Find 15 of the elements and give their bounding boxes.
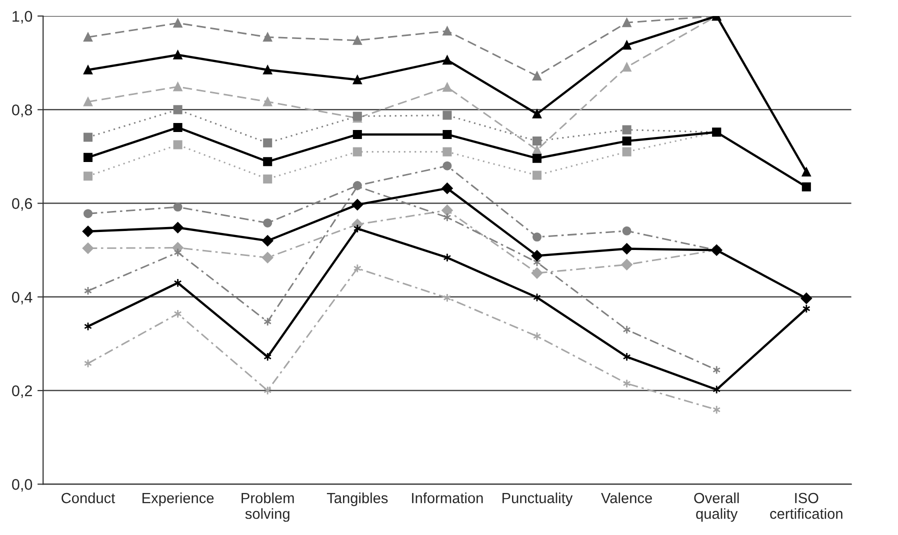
y-tick-label: 1,0 xyxy=(12,10,32,24)
x-tick-label: Valence xyxy=(601,492,652,504)
x-tick-label: Tangibles xyxy=(326,492,388,506)
y-tick-label: 0,8 xyxy=(12,104,32,118)
x-tick-label: Problem solving xyxy=(242,492,294,522)
x-tick-label: ISO certification xyxy=(770,492,842,519)
x-tick-label: Punctuality xyxy=(502,492,573,506)
y-tick-label: 0,6 xyxy=(12,198,32,211)
y-tick-label: 0,2 xyxy=(12,385,32,398)
x-tick-label: Experience xyxy=(142,492,214,506)
y-tick-label: 0,0 xyxy=(12,479,32,492)
x-tick-label: Conduct xyxy=(62,492,116,504)
y-tick-label: 0,4 xyxy=(12,292,32,304)
x-tick-label: Information xyxy=(412,492,483,504)
x-tick-label: Overall quality xyxy=(694,492,739,522)
